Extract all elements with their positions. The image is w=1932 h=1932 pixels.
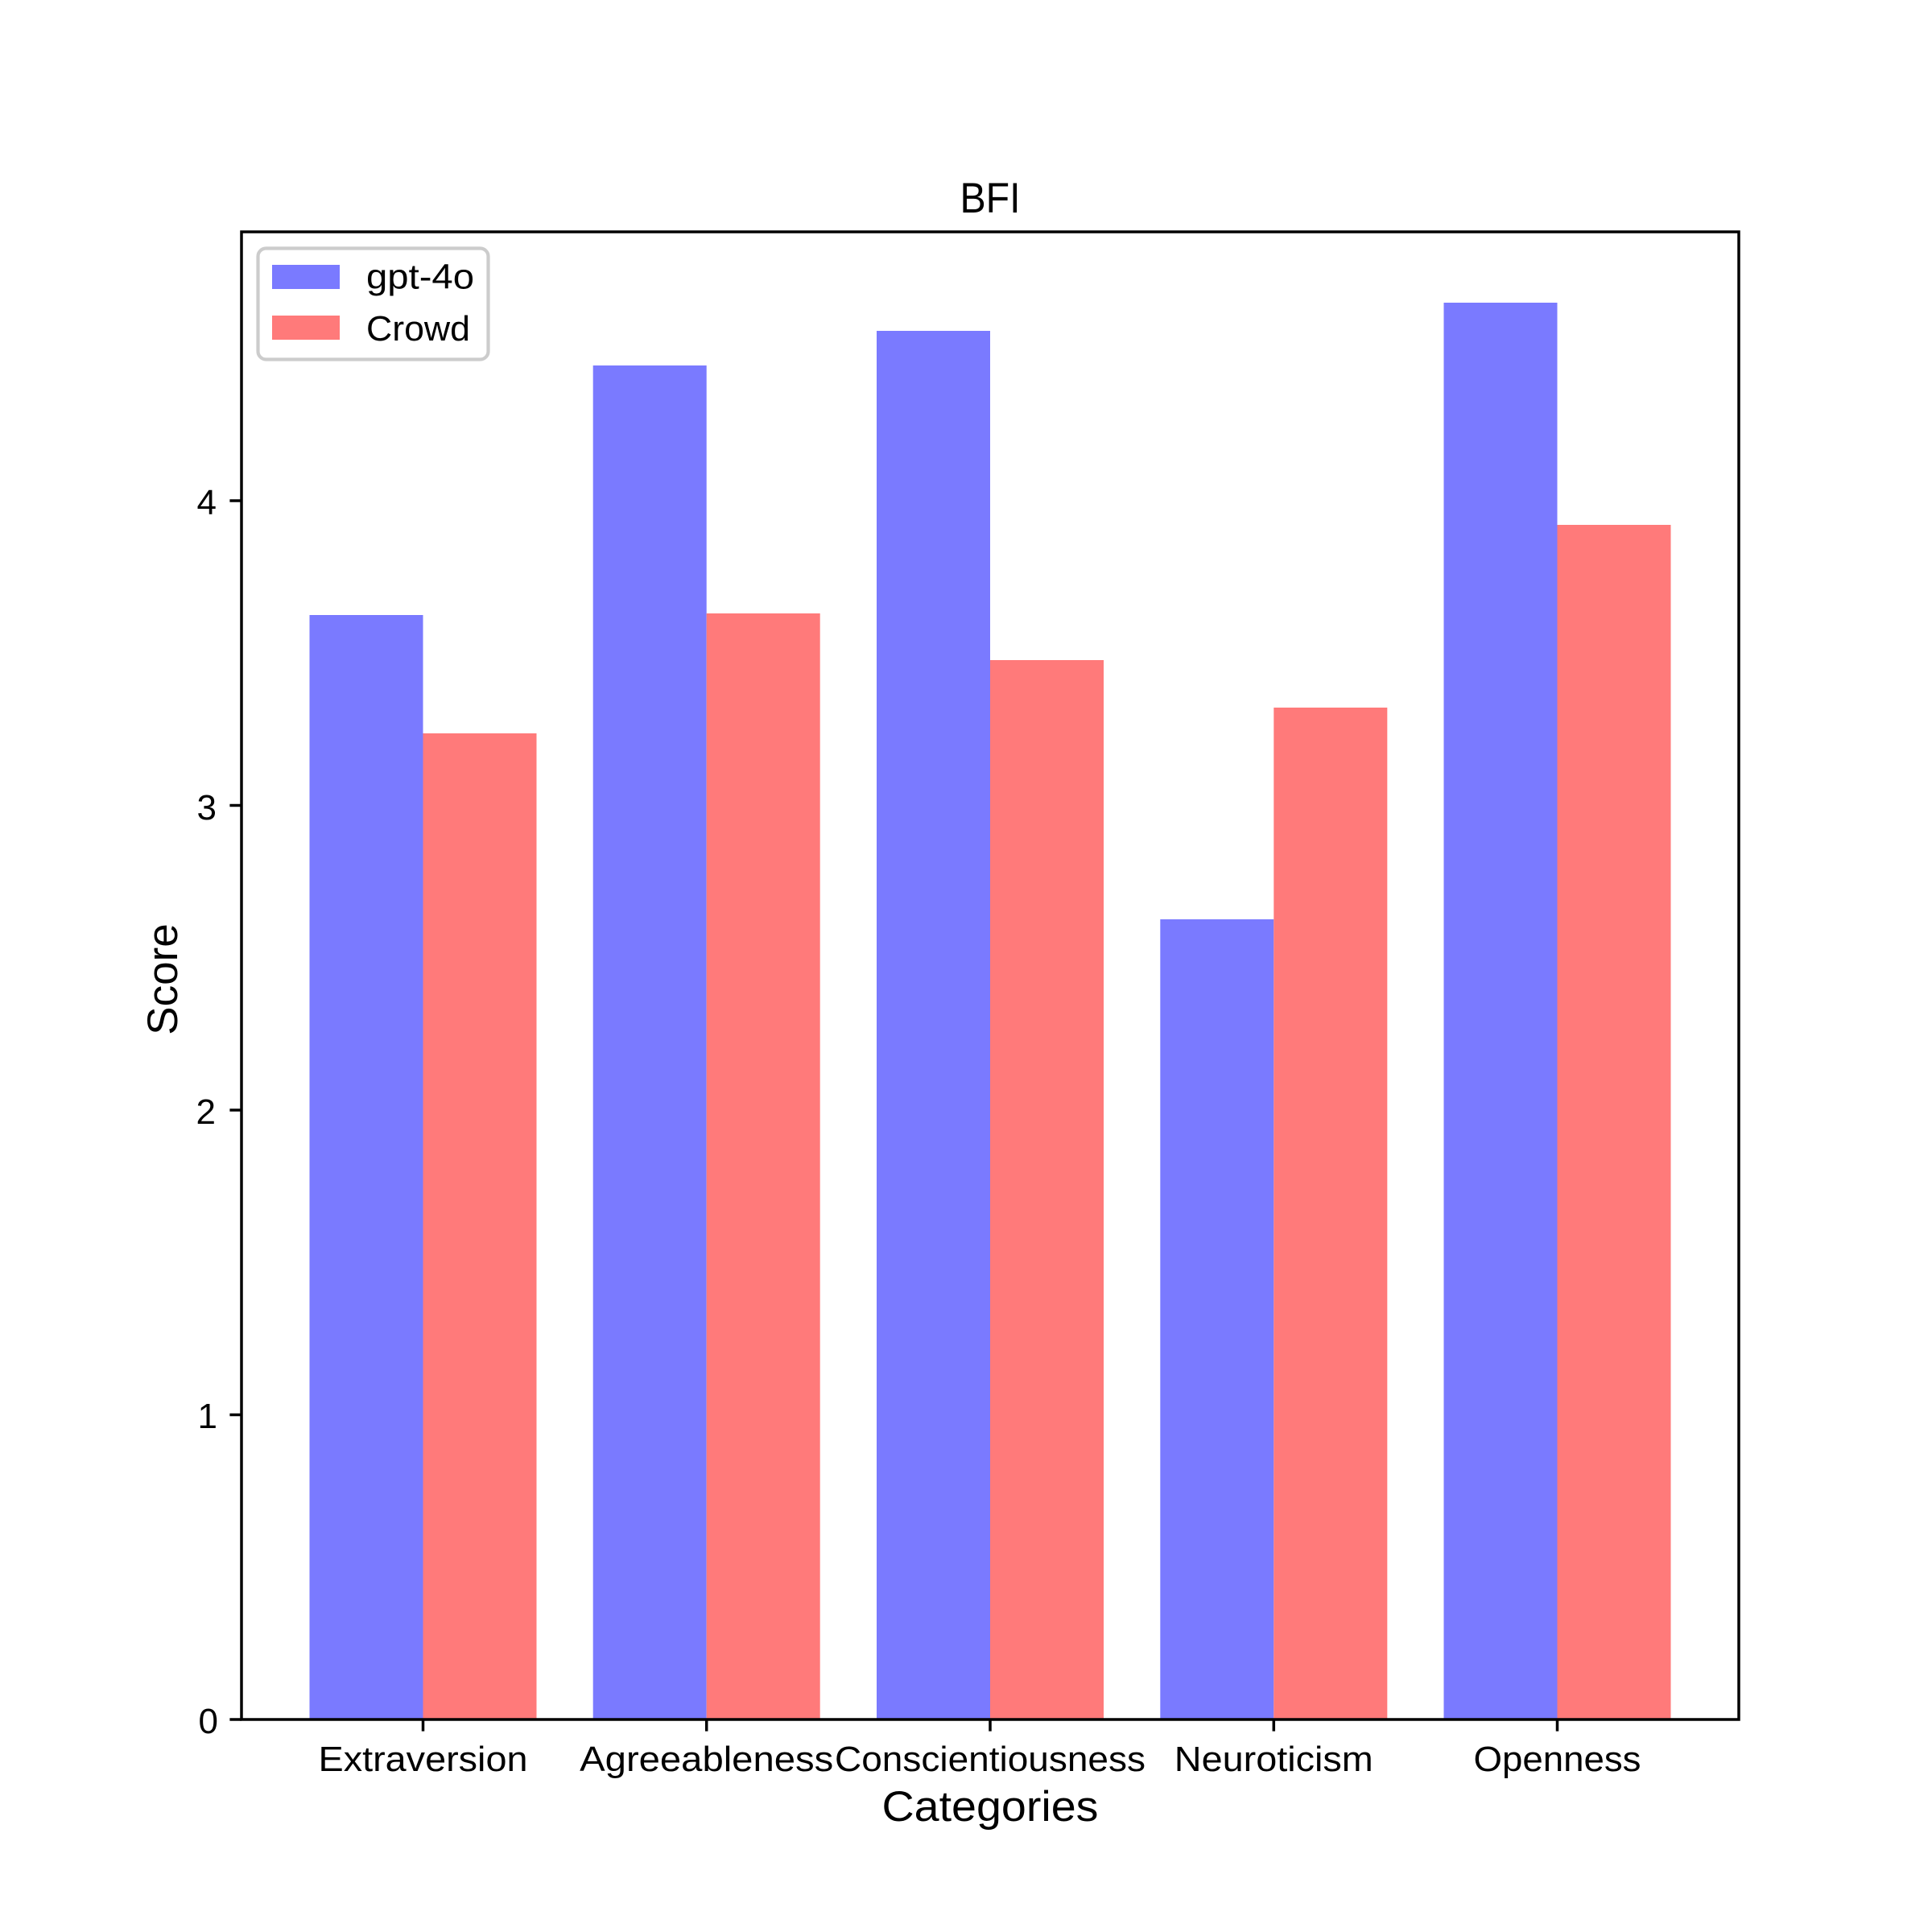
svg-text:3: 3 [197, 788, 217, 828]
svg-text:Categories: Categories [882, 1783, 1099, 1831]
svg-text:2: 2 [196, 1092, 216, 1132]
svg-text:1: 1 [198, 1397, 217, 1436]
svg-text:Agreeableness: Agreeableness [580, 1740, 833, 1779]
svg-text:0: 0 [199, 1702, 218, 1741]
svg-text:Extraversion: Extraversion [319, 1740, 528, 1779]
svg-text:4: 4 [197, 483, 217, 522]
svg-text:BFI: BFI [960, 175, 1021, 222]
svg-text:Conscientiousness: Conscientiousness [835, 1740, 1146, 1779]
svg-text:Crowd: Crowd [366, 309, 470, 349]
svg-text:gpt-4o: gpt-4o [366, 258, 474, 297]
svg-text:Score: Score [139, 923, 187, 1034]
svg-text:Openness: Openness [1474, 1740, 1641, 1779]
svg-text:Neuroticism: Neuroticism [1174, 1740, 1373, 1779]
